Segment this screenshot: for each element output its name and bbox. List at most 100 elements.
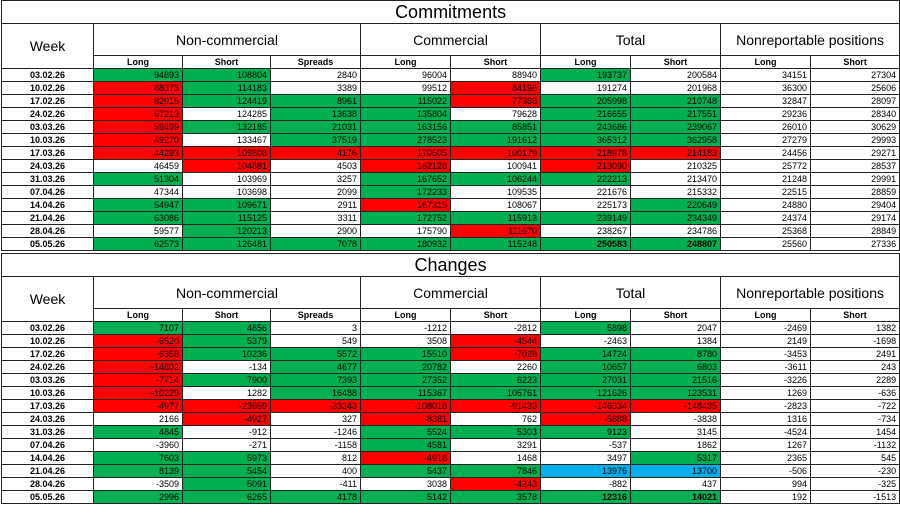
value-cell: 27031 [540, 373, 631, 387]
value-cell: -1158 [270, 438, 361, 452]
value-cell: 133467 [182, 133, 271, 147]
value-cell: 225173 [540, 198, 631, 212]
value-cell: -4918 [360, 451, 451, 465]
value-cell: 218978 [540, 146, 631, 160]
subheader-short: Short [450, 55, 541, 69]
nonreportable-header: Nonreportable positions [719, 276, 900, 309]
value-cell: -2463 [540, 334, 631, 348]
value-cell: 115913 [450, 211, 541, 225]
value-cell: 105761 [450, 386, 541, 400]
value-cell: 29991 [809, 172, 900, 186]
value-cell: 239067 [630, 120, 721, 134]
value-cell: 126481 [182, 237, 271, 251]
value-cell: 400 [270, 464, 361, 478]
value-cell: 248807 [630, 237, 721, 251]
value-cell: 27304 [809, 68, 900, 82]
value-cell: -882 [540, 477, 631, 491]
value-cell: 6223 [450, 373, 541, 387]
value-cell: -2812 [450, 321, 541, 335]
value-cell: 4856 [182, 321, 271, 335]
value-cell: -2469 [720, 321, 811, 335]
table-row: 03.03.26 -7714 7900 7393 27352 6223 27031 21516… [1, 373, 900, 387]
table-row: 28.04.26 -3509 5091 -411 3038 -4243 -882 437 994… [1, 477, 900, 491]
value-cell: 88373 [93, 81, 183, 95]
noncommercial-header: Non-commercial [93, 23, 361, 56]
value-cell: 28859 [809, 185, 900, 199]
value-cell: -722 [809, 399, 900, 413]
value-cell: -1513 [809, 490, 900, 504]
value-cell: 5142 [360, 490, 451, 504]
value-cell: 216655 [540, 107, 631, 121]
value-cell: 3038 [360, 477, 451, 491]
value-cell: 79628 [450, 107, 541, 121]
value-cell: 7078 [270, 237, 361, 251]
total-header: Total [540, 276, 721, 309]
value-cell: -33343 [270, 399, 361, 413]
value-cell: 8139 [93, 464, 183, 478]
value-cell: 3257 [270, 172, 361, 186]
week-cell: 03.02.26 [1, 68, 94, 82]
value-cell: 4677 [270, 360, 361, 374]
value-cell: 3497 [540, 451, 631, 465]
table-row: 24.02.26 -14802 -134 4677 20782 2260 10657 6803… [1, 360, 900, 374]
value-cell: -636 [809, 386, 900, 400]
value-cell: 106244 [450, 172, 541, 186]
value-cell: 94893 [93, 68, 183, 82]
value-cell: 1267 [720, 438, 811, 452]
subheader-long: Long [540, 55, 631, 69]
value-cell: 36300 [720, 81, 811, 95]
value-cell: 3389 [270, 81, 361, 95]
value-cell: -3611 [720, 360, 811, 374]
value-cell: -4977 [93, 399, 183, 413]
value-cell: 1384 [630, 334, 721, 348]
value-cell: -271 [182, 438, 271, 452]
value-cell: 5898 [540, 321, 631, 335]
value-cell: 25368 [720, 224, 811, 238]
value-cell: 29174 [809, 211, 900, 225]
value-cell: -3509 [93, 477, 183, 491]
table-row: 05.05.26 62573 126481 7078 180932 115248 25058… [1, 237, 900, 251]
value-cell: 362958 [630, 133, 721, 147]
value-cell: 7107 [93, 321, 183, 335]
value-cell: 115367 [360, 386, 451, 400]
value-cell: -3453 [720, 347, 811, 361]
week-cell: 31.03.26 [1, 172, 94, 186]
week-cell: 17.02.26 [1, 94, 94, 108]
week-cell: 17.02.26 [1, 347, 94, 361]
table-row: 03.02.26 7107 4856 3 -1212 -2812 5898 2047 -2469… [1, 321, 900, 335]
value-cell: -91433 [450, 399, 541, 413]
value-cell: 1382 [809, 321, 900, 335]
value-cell: 100941 [450, 159, 541, 173]
value-cell: 29993 [809, 133, 900, 147]
value-cell: 1282 [182, 386, 271, 400]
value-cell: 88940 [450, 68, 541, 82]
value-cell: 120213 [182, 224, 271, 238]
value-cell: 3291 [450, 438, 541, 452]
value-cell: -10229 [93, 386, 183, 400]
table-row: 07.04.26 -3960 -271 -1158 4581 3291 -537 1862 12… [1, 438, 900, 452]
value-cell: 24456 [720, 146, 811, 160]
value-cell: 545 [809, 451, 900, 465]
subheader-spreads: Spreads [270, 55, 361, 69]
value-cell: 2149 [720, 334, 811, 348]
value-cell: 28340 [809, 107, 900, 121]
subheader-long: Long [540, 308, 631, 322]
table-row: 03.02.26 94893 108804 2840 96004 88940 193737 2… [1, 68, 900, 82]
table-row: 21.04.26 63086 115125 3311 172752 115913 23914… [1, 211, 900, 225]
value-cell: 162128 [360, 159, 451, 173]
subheader-short: Short [809, 55, 900, 69]
week-cell: 28.04.26 [1, 477, 94, 491]
value-cell: -4927 [182, 412, 271, 426]
value-cell: 30629 [809, 120, 900, 134]
value-cell: -6520 [93, 334, 183, 348]
table-row: 24.03.26 46459 104881 4503 162128 100941 21309… [1, 159, 900, 173]
week-cell: 24.02.26 [1, 107, 94, 121]
table-row: 28.04.26 59577 120213 2900 175790 111670 23826… [1, 224, 900, 238]
value-cell: -5888 [540, 412, 631, 426]
value-cell: 108067 [450, 198, 541, 212]
value-cell: 115248 [450, 237, 541, 251]
table-row: 17.03.26 44293 109808 4176 170505 100179 21897… [1, 146, 900, 160]
table-row: 31.03.26 51304 103969 3257 167652 106244 22221… [1, 172, 900, 186]
value-cell: 24374 [720, 211, 811, 225]
subheader-long: Long [360, 308, 451, 322]
